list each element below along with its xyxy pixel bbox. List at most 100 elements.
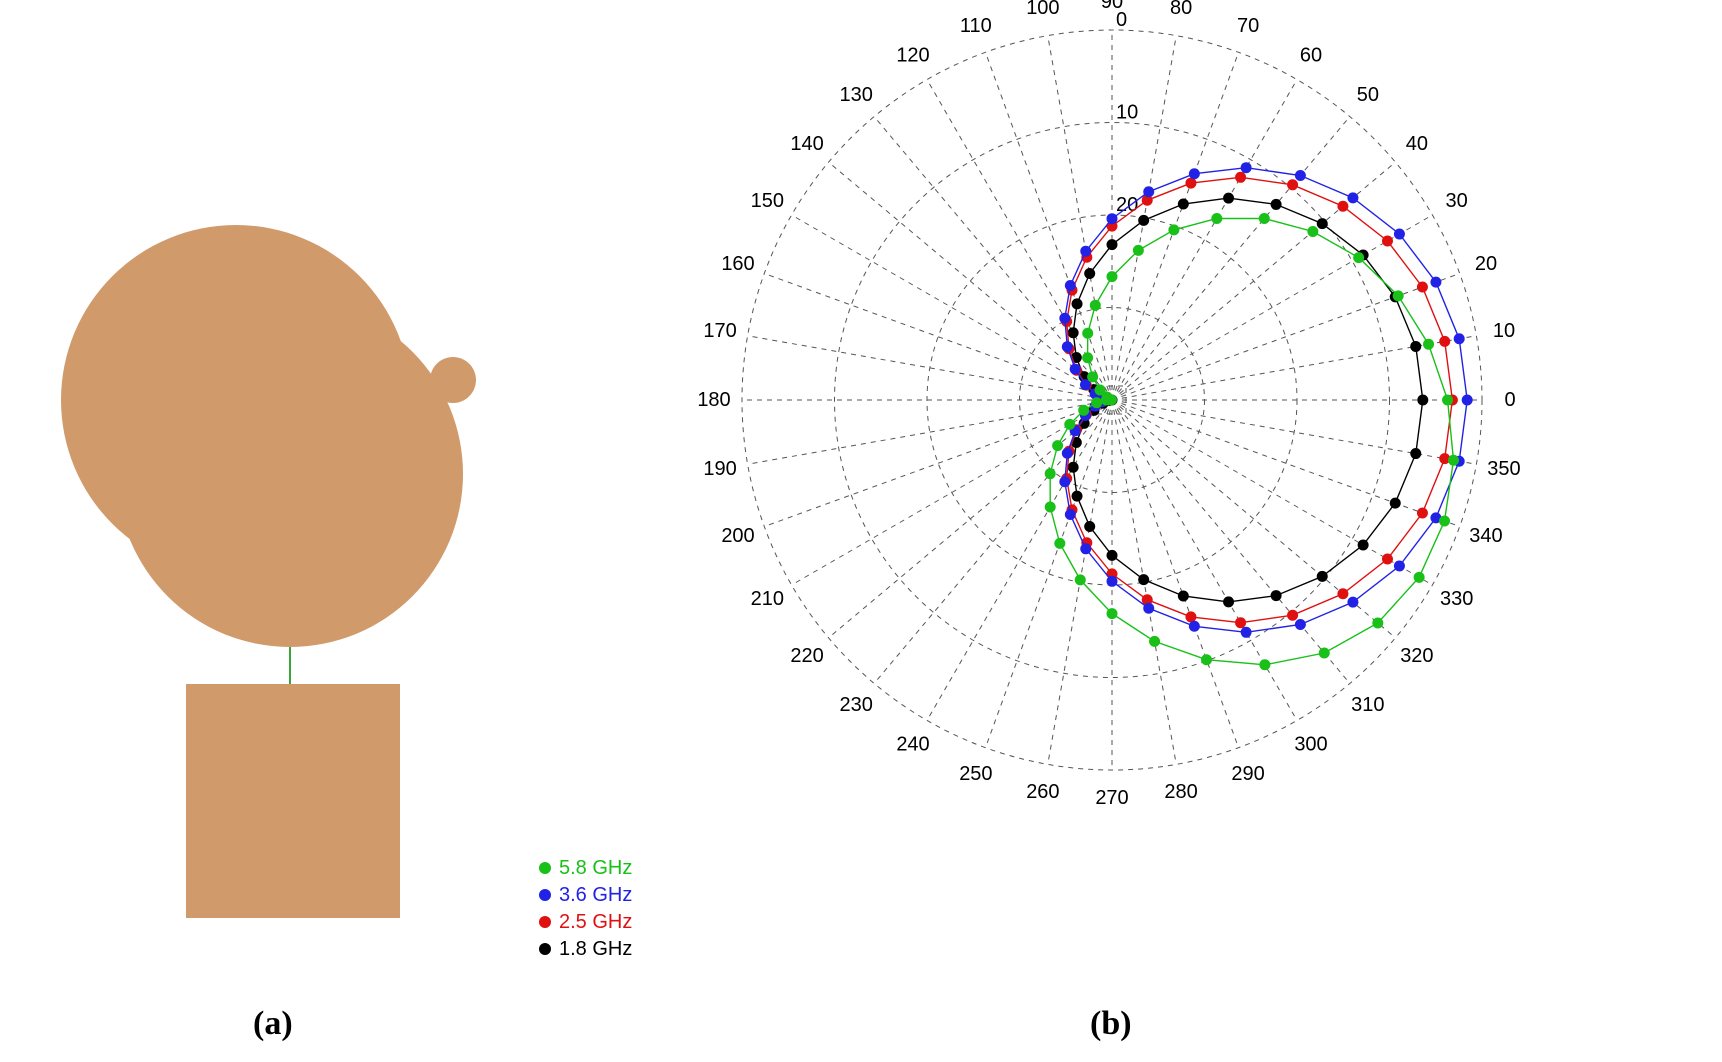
polar-angle-label: 70 <box>1237 15 1259 37</box>
polar-angle-label: 190 <box>703 458 736 480</box>
polar-series-marker <box>1393 290 1404 301</box>
polar-series-marker <box>1235 172 1246 183</box>
polar-series-marker <box>1241 627 1252 638</box>
legend-label: 1.8 GHz <box>559 938 632 960</box>
polar-angle-label: 270 <box>1095 787 1128 809</box>
polar-series-marker <box>1347 597 1358 608</box>
polar-series-marker <box>1307 226 1318 237</box>
polar-series-marker <box>1080 246 1091 257</box>
antenna-circle-2 <box>430 357 476 403</box>
polar-series-marker <box>1259 213 1270 224</box>
polar-series-marker <box>1062 341 1073 352</box>
polar-series-marker <box>1295 170 1306 181</box>
polar-series-marker <box>1189 168 1200 179</box>
polar-series-marker <box>1133 245 1144 256</box>
polar-series-marker <box>1382 554 1393 565</box>
legend-label: 5.8 GHz <box>559 857 632 879</box>
polar-angle-label: 230 <box>839 694 872 716</box>
polar-series-marker <box>1143 186 1154 197</box>
polar-series-marker <box>1319 647 1330 658</box>
polar-series-marker <box>1070 364 1081 375</box>
polar-series-marker <box>1054 538 1065 549</box>
polar-angle-label: 170 <box>703 320 736 342</box>
polar-angle-label: 30 <box>1446 190 1468 212</box>
polar-series-marker <box>1353 252 1364 263</box>
polar-angle-label: 260 <box>1026 781 1059 803</box>
polar-series-marker <box>1317 218 1328 229</box>
polar-series-marker <box>1084 521 1095 532</box>
polar-spoke <box>764 400 1112 527</box>
polar-series-marker <box>1107 271 1118 282</box>
polar-series-marker <box>1410 341 1421 352</box>
polar-angle-label: 100 <box>1026 0 1059 19</box>
polar-series-marker <box>1138 574 1149 585</box>
polar-series-marker <box>1080 543 1091 554</box>
antenna-shape <box>61 225 476 918</box>
polar-series-marker <box>1084 268 1095 279</box>
polar-series-marker <box>1241 162 1252 173</box>
polar-series-marker <box>1394 560 1405 571</box>
polar-angle-label: 160 <box>721 253 754 275</box>
antenna-circle-1 <box>117 301 463 647</box>
polar-series-marker <box>1068 327 1079 338</box>
legend: 5.8 GHz3.6 GHz2.5 GHz1.8 GHz <box>539 857 632 960</box>
polar-series-marker <box>1059 313 1070 324</box>
polar-series-marker <box>1287 179 1298 190</box>
panel-b-caption: (b) <box>1090 1005 1132 1043</box>
polar-radial-label: 10 <box>1116 102 1138 124</box>
polar-series-marker <box>1442 395 1453 406</box>
polar-series-marker <box>1064 419 1075 430</box>
polar-angle-label: 60 <box>1300 44 1322 66</box>
polar-angle-label: 50 <box>1357 84 1379 106</box>
polar-series-marker <box>1185 611 1196 622</box>
polar-spoke <box>764 273 1112 400</box>
polar-series-marker <box>1390 498 1401 509</box>
polar-angle-label: 320 <box>1400 645 1433 667</box>
polar-series-marker <box>1235 617 1246 628</box>
polar-series-marker <box>1065 280 1076 291</box>
polar-series-marker <box>1090 300 1101 311</box>
polar-angle-label: 0 <box>1504 389 1515 411</box>
polar-series-marker <box>1439 516 1450 527</box>
polar-series-marker <box>1149 636 1160 647</box>
polar-angle-label: 10 <box>1493 320 1515 342</box>
polar-series-marker <box>1052 440 1063 451</box>
polar-series-marker <box>1078 405 1089 416</box>
polar-series-marker <box>1107 576 1118 587</box>
polar-series-marker <box>1317 571 1328 582</box>
polar-series-marker <box>1430 277 1441 288</box>
polar-series-marker <box>1423 339 1434 350</box>
polar-series-marker <box>1271 590 1282 601</box>
polar-angle-label: 220 <box>790 645 823 667</box>
polar-angle-label: 40 <box>1406 133 1428 155</box>
polar-angle-label: 80 <box>1170 0 1192 19</box>
polar-series-marker <box>1168 224 1179 235</box>
polar-series-marker <box>1107 213 1118 224</box>
polar-series-marker <box>1417 507 1428 518</box>
polar-series-marker <box>1271 199 1282 210</box>
polar-series-marker <box>1454 333 1465 344</box>
legend-label: 2.5 GHz <box>559 911 632 933</box>
polar-series-marker <box>1448 455 1459 466</box>
polar-series-marker <box>1075 574 1086 585</box>
legend-marker <box>539 862 551 874</box>
polar-series-marker <box>1185 178 1196 189</box>
polar-series-marker <box>1062 448 1073 459</box>
legend-marker <box>539 943 551 955</box>
polar-spoke <box>985 400 1112 748</box>
polar-angle-label: 200 <box>721 525 754 547</box>
polar-angle-label: 310 <box>1351 694 1384 716</box>
polar-series-marker <box>1414 572 1425 583</box>
polar-angle-label: 300 <box>1294 734 1327 756</box>
polar-series-marker <box>1143 603 1154 614</box>
polar-series-line <box>1050 219 1453 665</box>
polar-series-marker <box>1417 395 1428 406</box>
polar-series-marker <box>1045 468 1056 479</box>
legend-marker <box>539 916 551 928</box>
polar-series-marker <box>1462 395 1473 406</box>
polar-series-marker <box>1101 395 1112 406</box>
polar-spoke <box>1112 273 1460 400</box>
polar-series-marker <box>1337 201 1348 212</box>
polar-series-marker <box>1223 596 1234 607</box>
polar-series-marker <box>1082 328 1093 339</box>
